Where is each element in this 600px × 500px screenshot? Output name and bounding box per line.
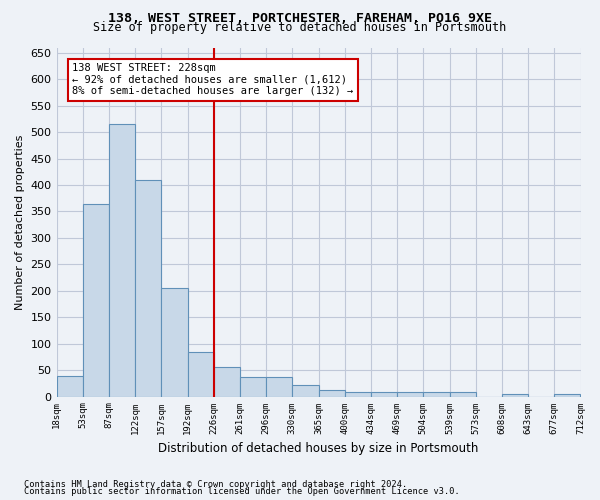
- Y-axis label: Number of detached properties: Number of detached properties: [15, 134, 25, 310]
- Bar: [345, 392, 371, 396]
- Bar: [161, 288, 188, 397]
- Bar: [83, 204, 109, 396]
- Text: 138 WEST STREET: 228sqm
← 92% of detached houses are smaller (1,612)
8% of semi-: 138 WEST STREET: 228sqm ← 92% of detache…: [72, 63, 353, 96]
- Bar: [188, 352, 214, 397]
- Bar: [266, 377, 292, 396]
- Text: Size of property relative to detached houses in Portsmouth: Size of property relative to detached ho…: [94, 22, 506, 35]
- Bar: [371, 392, 397, 396]
- Text: Contains public sector information licensed under the Open Government Licence v3: Contains public sector information licen…: [24, 487, 460, 496]
- Bar: [397, 392, 424, 396]
- Bar: [135, 180, 161, 396]
- Bar: [240, 377, 266, 396]
- Bar: [424, 392, 449, 396]
- Bar: [319, 390, 345, 396]
- Bar: [292, 385, 319, 396]
- Bar: [554, 394, 580, 396]
- Bar: [449, 392, 476, 396]
- Bar: [56, 376, 83, 396]
- Bar: [109, 124, 135, 396]
- Bar: [214, 368, 240, 396]
- Text: 138, WEST STREET, PORTCHESTER, FAREHAM, PO16 9XE: 138, WEST STREET, PORTCHESTER, FAREHAM, …: [108, 12, 492, 24]
- X-axis label: Distribution of detached houses by size in Portsmouth: Distribution of detached houses by size …: [158, 442, 479, 455]
- Text: Contains HM Land Registry data © Crown copyright and database right 2024.: Contains HM Land Registry data © Crown c…: [24, 480, 407, 489]
- Bar: [502, 394, 528, 396]
